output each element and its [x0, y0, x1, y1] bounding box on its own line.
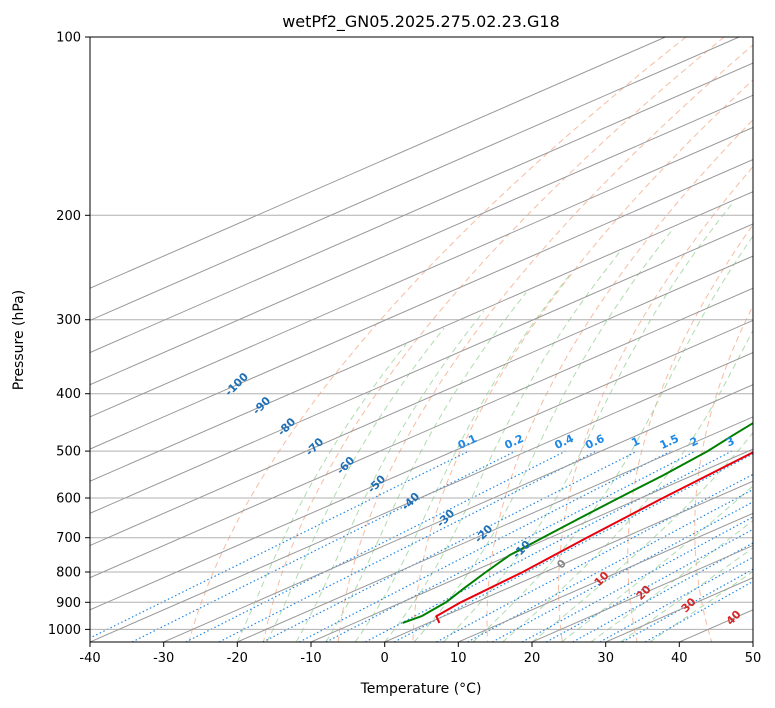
y-tick-label: 400 — [56, 387, 81, 402]
dry-adiabat-line — [627, 223, 753, 642]
background-lines — [90, 37, 753, 642]
isotherm-line — [90, 94, 753, 386]
x-tick-label: 10 — [450, 651, 467, 666]
x-tick-label: 40 — [671, 651, 688, 666]
moist-adiabat-line — [472, 235, 753, 642]
mixing-ratio-line — [622, 568, 753, 642]
isotherm-line — [90, 255, 753, 547]
x-axis-title: Temperature (°C) — [360, 681, 482, 697]
moist-adiabat-line — [561, 485, 753, 642]
y-tick-label: 100 — [56, 31, 81, 46]
y-tick-label: 500 — [56, 445, 81, 460]
moist-adiabat-line — [590, 519, 753, 642]
moist-adiabat-line — [354, 272, 572, 642]
x-tick-label: 30 — [597, 651, 614, 666]
temperature-series-line — [435, 451, 753, 624]
moist-adiabat-line — [620, 547, 753, 642]
dry-adiabat-line — [694, 304, 753, 642]
dry-adiabat-line — [263, 37, 725, 642]
isotherm-line — [163, 384, 753, 642]
mixing-ratio-line — [90, 450, 470, 639]
isotherm-line — [90, 351, 753, 642]
mixing-ratio-line — [572, 542, 753, 642]
x-tick-label: -20 — [227, 651, 248, 666]
y-tick-label: 900 — [56, 596, 81, 611]
mixing-ratio-line — [218, 450, 597, 642]
isotherm-line — [384, 480, 753, 642]
mixing-ratio-line — [262, 450, 638, 642]
mixing-ratio-line — [521, 516, 753, 642]
isotherm-line — [90, 319, 753, 611]
y-tick-label: 1000 — [48, 623, 81, 638]
mixing-ratio-label: 4 — [751, 434, 764, 449]
x-tick-label: -40 — [79, 651, 100, 666]
x-tick-label: -30 — [153, 651, 174, 666]
isotherm-line — [310, 448, 753, 642]
isotherm-line — [90, 37, 666, 289]
moist-adiabat-line — [443, 201, 734, 642]
mixing-ratio-line — [325, 450, 696, 642]
chart-title: wetPf2_GN05.2025.275.02.23.G18 — [282, 12, 560, 32]
dry-adiabat-line — [558, 165, 753, 642]
moist-adiabat-line — [384, 250, 621, 642]
moist-adiabat-line — [531, 431, 753, 642]
isotherm-line — [90, 159, 753, 450]
mixing-ratio-line — [365, 450, 733, 642]
mixing-ratio-line — [546, 528, 753, 642]
isotherm-line — [458, 512, 753, 642]
mixing-ratio-line — [393, 453, 753, 642]
mixing-ratio-line — [185, 450, 566, 642]
mixing-ratio-line — [131, 450, 516, 642]
y-tick-label: 200 — [56, 209, 81, 224]
dewpoint-series-line — [402, 421, 753, 624]
dry-adiabat-line — [188, 37, 687, 642]
isotherm-line — [90, 287, 753, 579]
isotherm-line — [90, 37, 740, 321]
x-tick-label: 20 — [524, 651, 541, 666]
dry-adiabat-line — [486, 119, 753, 642]
dry-adiabat-line — [337, 44, 753, 642]
isotherm-line — [90, 191, 753, 482]
y-tick-label: 700 — [56, 531, 81, 546]
y-axis-title: Pressure (hPa) — [11, 290, 27, 390]
y-tick-label: 300 — [56, 313, 81, 328]
isotherm-line — [237, 416, 753, 642]
isotherm-line — [90, 126, 753, 418]
isotherm-line — [90, 62, 753, 354]
isotherm-lines — [90, 37, 753, 642]
moist-adiabat-line — [266, 327, 445, 642]
x-tick-label: -10 — [300, 651, 321, 666]
mixing-ratio-line — [467, 488, 753, 642]
moist-adiabat-line — [325, 292, 527, 642]
x-tick-label: 50 — [745, 651, 762, 666]
axes: -40 -30 -20 -10 0 10 20 30 40 50 100 200 300 400 500 60… — [48, 31, 761, 667]
y-tick-label: 600 — [56, 492, 81, 507]
x-tick-label: 0 — [381, 651, 389, 666]
y-tick-label: 800 — [56, 566, 81, 581]
profile-series — [402, 421, 753, 624]
moist-adiabat-line — [649, 570, 753, 642]
pressure-grid — [90, 37, 753, 630]
mixing-ratio-line — [599, 556, 753, 642]
moist-adiabat-line — [236, 343, 407, 642]
moist-adiabat-line — [413, 227, 675, 642]
isotherm-line — [90, 223, 753, 514]
dry-adiabat-line — [412, 79, 753, 642]
plot-frame — [89, 36, 754, 643]
